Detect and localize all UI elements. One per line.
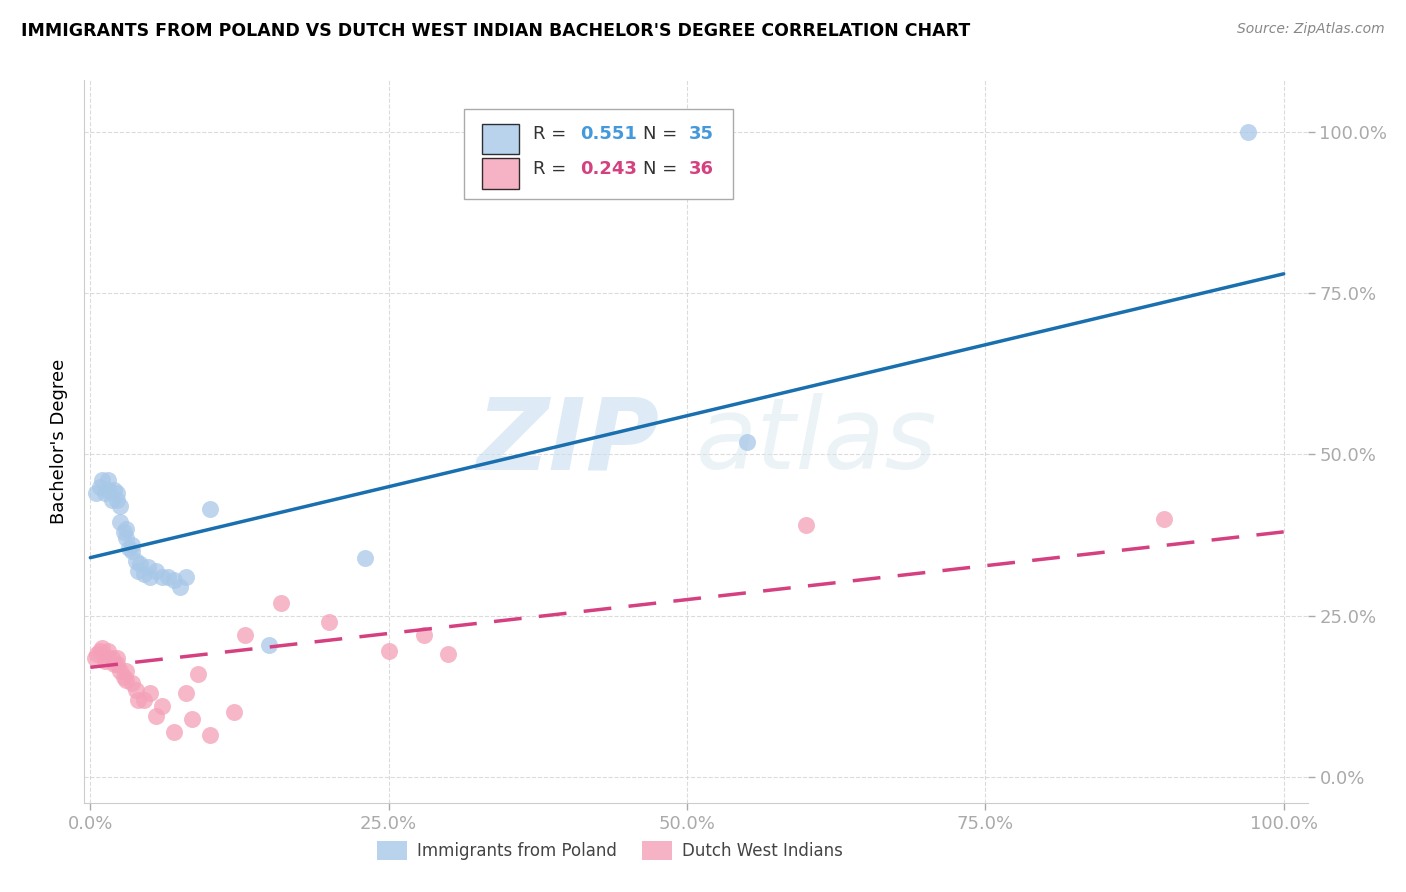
Point	[115, 531, 138, 545]
Point	[127, 692, 149, 706]
Point	[89, 644, 111, 658]
Point	[84, 486, 107, 500]
Point	[93, 654, 115, 668]
FancyBboxPatch shape	[482, 124, 519, 154]
Point	[1237, 125, 1260, 139]
Text: 35: 35	[689, 126, 714, 144]
Point	[117, 541, 139, 555]
Point	[121, 538, 143, 552]
Point	[97, 644, 120, 658]
Point	[163, 724, 186, 739]
Point	[270, 596, 292, 610]
Point	[187, 666, 209, 681]
Point	[105, 492, 128, 507]
Point	[112, 670, 135, 684]
Text: N =: N =	[644, 161, 683, 178]
Point	[84, 650, 107, 665]
Point	[139, 570, 162, 584]
Point	[139, 686, 162, 700]
Point	[101, 650, 124, 665]
Point	[1153, 512, 1175, 526]
Point	[198, 728, 221, 742]
Point	[150, 570, 173, 584]
Point	[222, 706, 245, 720]
Point	[437, 648, 460, 662]
Text: ZIP: ZIP	[477, 393, 659, 490]
Point	[198, 502, 221, 516]
Point	[105, 486, 128, 500]
Point	[103, 657, 125, 672]
FancyBboxPatch shape	[482, 158, 519, 189]
Point	[156, 570, 179, 584]
Point	[127, 564, 149, 578]
Point	[91, 473, 114, 487]
Point	[163, 573, 186, 587]
Point	[150, 699, 173, 714]
Point	[105, 657, 128, 672]
Point	[105, 650, 128, 665]
Text: R =: R =	[533, 126, 572, 144]
Point	[91, 640, 114, 655]
Point	[115, 664, 138, 678]
Point	[318, 615, 340, 630]
Point	[353, 550, 375, 565]
Point	[97, 473, 120, 487]
Text: atlas: atlas	[696, 393, 938, 490]
Text: 36: 36	[689, 161, 714, 178]
Point	[132, 692, 155, 706]
Point	[115, 673, 138, 688]
Point	[129, 557, 152, 571]
Point	[169, 580, 191, 594]
Point	[97, 483, 120, 497]
Point	[124, 554, 146, 568]
FancyBboxPatch shape	[464, 109, 733, 200]
Point	[89, 480, 111, 494]
Text: 0.243: 0.243	[579, 161, 637, 178]
Point	[121, 676, 143, 690]
Point	[108, 664, 131, 678]
Point	[108, 499, 131, 513]
Point	[86, 648, 108, 662]
Text: N =: N =	[644, 126, 683, 144]
Y-axis label: Bachelor's Degree: Bachelor's Degree	[49, 359, 67, 524]
Point	[377, 644, 399, 658]
Text: R =: R =	[533, 161, 572, 178]
Point	[174, 686, 197, 700]
Point	[108, 515, 131, 529]
Point	[121, 544, 143, 558]
Text: 0.551: 0.551	[579, 126, 637, 144]
Point	[145, 564, 167, 578]
Text: IMMIGRANTS FROM POLAND VS DUTCH WEST INDIAN BACHELOR'S DEGREE CORRELATION CHART: IMMIGRANTS FROM POLAND VS DUTCH WEST IND…	[21, 22, 970, 40]
Point	[145, 708, 167, 723]
Point	[796, 518, 818, 533]
Point	[103, 483, 125, 497]
Point	[132, 566, 155, 581]
Point	[124, 682, 146, 697]
Point	[735, 434, 758, 449]
Point	[93, 486, 115, 500]
Point	[97, 650, 120, 665]
Point	[101, 492, 124, 507]
Point	[115, 522, 138, 536]
Legend: Immigrants from Poland, Dutch West Indians: Immigrants from Poland, Dutch West India…	[371, 834, 849, 867]
Point	[235, 628, 257, 642]
Point	[413, 628, 436, 642]
Text: Source: ZipAtlas.com: Source: ZipAtlas.com	[1237, 22, 1385, 37]
Point	[112, 524, 135, 539]
Point	[174, 570, 197, 584]
Point	[180, 712, 202, 726]
Point	[136, 560, 159, 574]
Point	[259, 638, 281, 652]
